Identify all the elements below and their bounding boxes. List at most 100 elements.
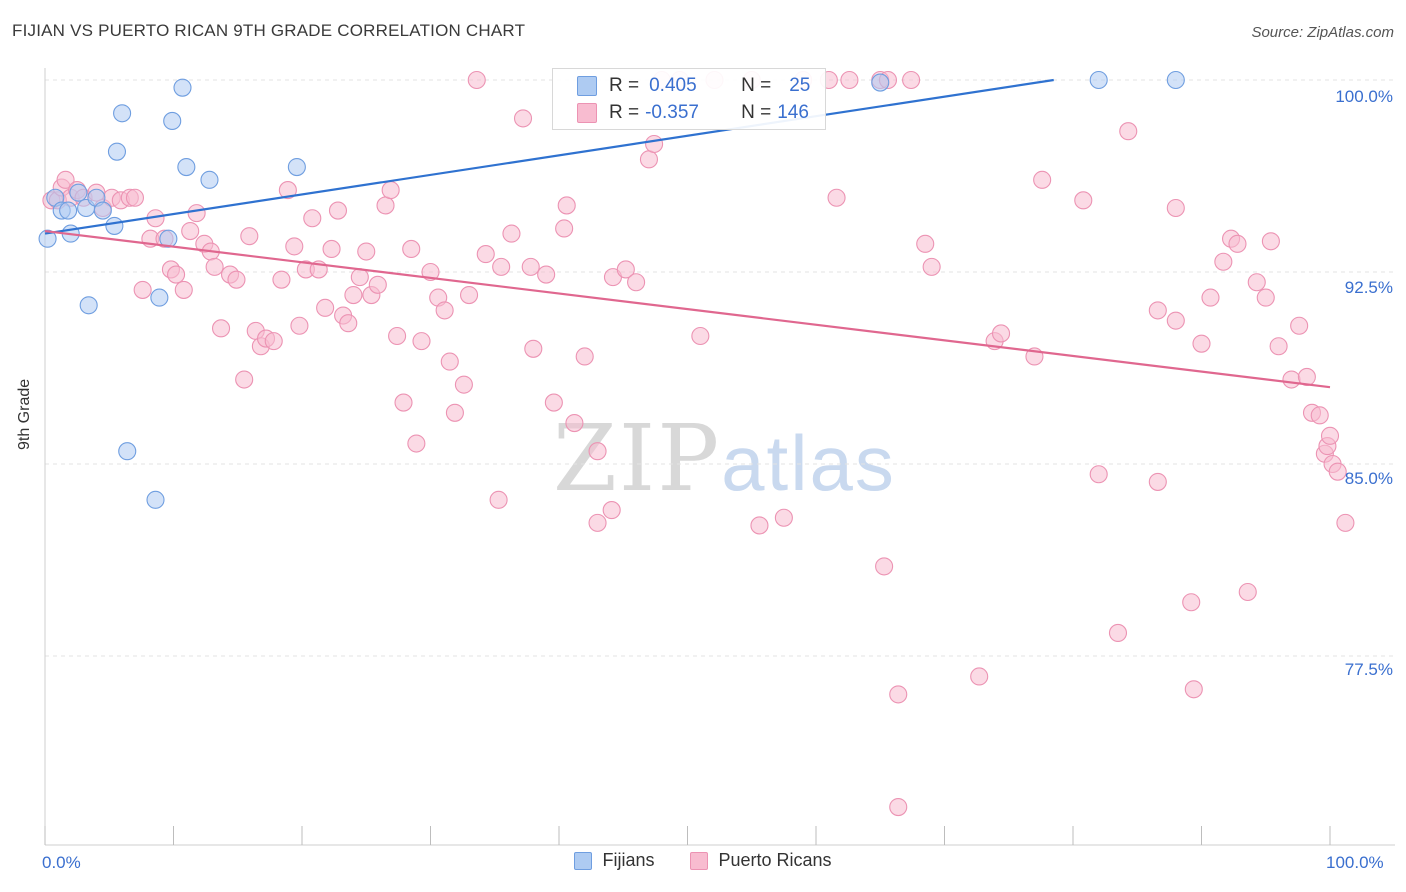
fijian-point <box>1089 70 1108 90</box>
fijian-point <box>118 442 137 461</box>
puerto-rican-point <box>388 326 407 346</box>
puerto-rican-point <box>181 221 200 241</box>
puerto-rican-point <box>1201 288 1220 307</box>
puerto-rican-point <box>1166 198 1185 218</box>
puerto-rican-point <box>290 316 309 335</box>
fijian-point <box>159 229 178 248</box>
puerto-rican-point <box>339 314 358 333</box>
puerto-rican-point <box>440 352 459 371</box>
trend-line-puerto-ricans <box>44 229 1331 389</box>
puerto-rican-point <box>1320 426 1340 445</box>
fijian-point <box>59 201 78 220</box>
gridlines <box>45 79 1395 657</box>
legend-item-puerto-ricans[interactable]: Puerto Ricans <box>690 850 832 871</box>
stats-swatch-puerto-ricans <box>577 103 597 123</box>
puerto-rican-point <box>278 181 297 200</box>
puerto-rican-point <box>235 370 254 389</box>
puerto-rican-point <box>1148 472 1167 491</box>
stats-n-label: N = <box>741 75 772 96</box>
puerto-rican-point <box>1290 316 1309 335</box>
puerto-rican-point <box>1247 273 1266 292</box>
puerto-rican-point <box>240 227 259 246</box>
puerto-rican-point <box>889 797 908 817</box>
puerto-rican-point <box>565 413 584 433</box>
fijian-point <box>105 216 124 235</box>
puerto-rican-point <box>174 280 193 299</box>
puerto-rican-point <box>459 285 479 305</box>
puerto-rican-point <box>421 262 440 282</box>
puerto-rican-point <box>513 109 533 128</box>
puerto-rican-point <box>1261 232 1280 251</box>
puerto-rican-point <box>557 196 576 215</box>
fijian-point <box>1166 70 1185 90</box>
puerto-rican-point <box>1269 337 1288 356</box>
puerto-rican-point <box>875 557 894 576</box>
stats-swatch-fijians <box>577 76 597 96</box>
legend-label-fijians: Fijians <box>602 850 655 870</box>
puerto-rican-point <box>357 242 376 261</box>
puerto-rican-point <box>691 326 710 346</box>
puerto-rican-point <box>1089 465 1108 484</box>
puerto-rican-point <box>1328 462 1347 481</box>
puerto-rican-point <box>125 188 144 207</box>
trend-lines <box>44 78 1331 389</box>
puerto-rican-point <box>1336 513 1355 532</box>
puerto-rican-point <box>1228 234 1247 253</box>
puerto-rican-point <box>264 332 283 351</box>
legend-swatch-puerto-ricans <box>690 851 709 870</box>
puerto-rican-point <box>272 270 291 289</box>
series-fijians <box>38 70 1185 509</box>
puerto-rican-point <box>575 347 594 366</box>
source-label: Source: ZipAtlas.com <box>1251 24 1394 41</box>
x-axis-min-label: 0.0% <box>42 853 81 872</box>
puerto-rican-point <box>1033 170 1052 189</box>
puerto-rican-point <box>167 265 186 284</box>
fijian-point <box>163 111 182 131</box>
puerto-rican-point <box>133 280 152 299</box>
fijian-point <box>287 157 306 177</box>
stats-n-value-puerto-ricans: 146 <box>777 102 809 123</box>
puerto-rican-point <box>376 196 395 215</box>
puerto-rican-point <box>1184 680 1203 699</box>
puerto-rican-point <box>407 434 426 453</box>
fijian-point <box>173 78 192 97</box>
puerto-rican-point <box>639 150 659 169</box>
puerto-rican-point <box>205 257 224 276</box>
fijian-point <box>107 142 127 161</box>
puerto-rican-point <box>902 70 921 90</box>
puerto-rican-point <box>970 667 989 686</box>
puerto-rican-point <box>322 239 341 259</box>
puerto-rican-point <box>555 219 574 238</box>
stats-r-value-fijians: 0.405 <box>649 75 697 96</box>
fijian-point <box>200 170 219 189</box>
puerto-rican-point <box>1214 252 1233 271</box>
stats-n-value-fijians: 25 <box>789 75 811 96</box>
legend-label-puerto-ricans: Puerto Ricans <box>718 850 832 870</box>
puerto-rican-point <box>840 70 859 90</box>
puerto-rican-point <box>991 324 1011 343</box>
puerto-rican-point <box>227 270 246 289</box>
puerto-rican-point <box>827 188 846 207</box>
puerto-rican-point <box>368 275 387 294</box>
puerto-rican-point <box>544 393 563 412</box>
puerto-rican-point <box>1192 334 1211 353</box>
stats-row-fijians: R = 0.405 N = 25 <box>577 73 810 99</box>
y-tick-label-85: 85.0% <box>1344 469 1393 488</box>
fijian-point <box>79 296 98 315</box>
puerto-rican-point <box>187 204 206 223</box>
puerto-rican-point <box>467 70 486 90</box>
puerto-rican-point <box>476 245 495 264</box>
legend-item-fijians[interactable]: Fijians <box>574 850 654 871</box>
puerto-rican-point <box>916 234 935 253</box>
fijian-point <box>871 73 890 92</box>
stats-r-label: R = <box>609 102 640 123</box>
stats-r-label: R = <box>609 75 640 96</box>
puerto-rican-point <box>1074 191 1093 210</box>
chart-title: FIJIAN VS PUERTO RICAN 9TH GRADE CORRELA… <box>12 21 526 40</box>
fijian-point <box>177 157 196 177</box>
puerto-rican-point <box>627 273 646 292</box>
x-axis-max-label: 100.0% <box>1326 853 1384 872</box>
puerto-rican-point <box>350 268 369 287</box>
series-puerto-ricans <box>42 70 1355 817</box>
puerto-rican-point <box>645 134 664 154</box>
